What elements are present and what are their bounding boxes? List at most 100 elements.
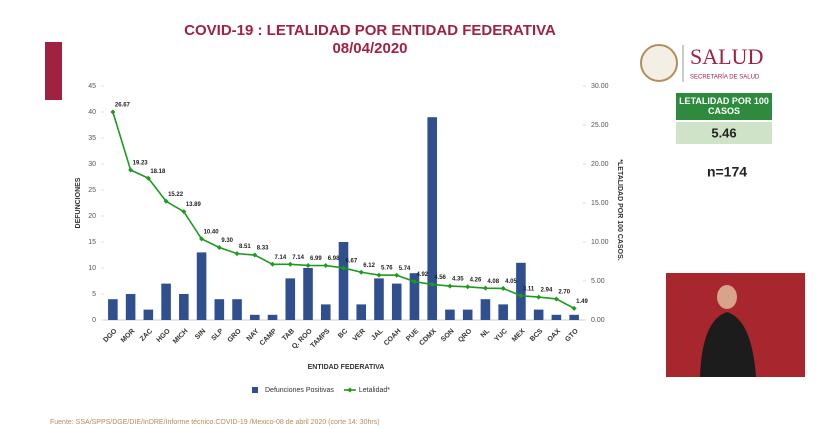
- bar: [391, 283, 402, 320]
- legend-swatch: [252, 387, 258, 393]
- y-tick-label: 5: [92, 291, 96, 298]
- x-tick-label: GRO: [227, 327, 244, 344]
- x-axis-title: ENTIDAD FEDERATIVA: [308, 364, 385, 371]
- bar: [232, 299, 242, 320]
- bar: [267, 314, 278, 320]
- x-tick-label: MEX: [511, 328, 527, 344]
- bar: [143, 309, 154, 320]
- y-tick-label: 0: [92, 317, 96, 324]
- value-label: 4.35: [452, 277, 464, 283]
- bar: [374, 278, 384, 320]
- line-marker: [411, 279, 417, 285]
- x-tick-label: NL: [480, 327, 492, 339]
- value-label: 6.98: [328, 256, 340, 262]
- x-tick-label: CAMP: [259, 328, 279, 348]
- value-label: 6.12: [363, 263, 375, 269]
- line-marker: [216, 244, 222, 250]
- value-label: 5.76: [381, 266, 393, 272]
- value-label: 9.30: [221, 238, 233, 244]
- panel-count: n=174: [707, 164, 747, 180]
- line-marker: [199, 236, 205, 242]
- bar: [320, 304, 331, 320]
- value-label: 3.11: [523, 286, 535, 292]
- y-tick-label: 30: [88, 161, 96, 168]
- value-label: 8.51: [239, 244, 251, 250]
- x-tick-label: CDMX: [418, 328, 438, 348]
- value-label: 15.22: [168, 192, 184, 198]
- y2-tick-label: 10.00: [591, 239, 609, 246]
- line-marker: [270, 261, 276, 267]
- value-label: 18.18: [150, 169, 166, 175]
- interpreter-head: [717, 285, 737, 309]
- legend-label: Defunciones Positivas: [265, 387, 334, 394]
- interpreter-body: [700, 312, 756, 377]
- bar: [445, 309, 455, 320]
- value-label: 19.23: [133, 161, 149, 167]
- bar: [250, 314, 260, 320]
- bar: [498, 304, 508, 320]
- x-tick-label: ZAC: [139, 328, 154, 343]
- legend-swatch-marker: [347, 387, 353, 393]
- legend-label: Letalidad*: [359, 387, 390, 394]
- footer-source: Fuente: SSA/SPPS/DGE/DIE/InDRE/Informe t…: [50, 419, 380, 426]
- bar: [161, 283, 171, 320]
- x-tick-label: MOR: [120, 328, 137, 345]
- value-label: 2.70: [558, 290, 570, 296]
- x-tick-label: NAY: [246, 328, 261, 343]
- bar: [427, 117, 437, 320]
- bar: [409, 273, 420, 320]
- y-tick-label: 10: [88, 265, 96, 272]
- y-tick-label: 20: [88, 213, 96, 220]
- logo-name: SALUD: [690, 44, 763, 69]
- value-label: 8.33: [257, 246, 269, 252]
- value-label: 6.67: [346, 259, 358, 265]
- y-tick-label: 35: [88, 135, 96, 142]
- bar: [533, 309, 544, 320]
- bar: [303, 268, 313, 320]
- bar: [516, 262, 526, 320]
- y2-tick-label: 30.00: [591, 83, 609, 90]
- logo-emblem: [640, 44, 678, 82]
- logo-subtitle: SECRETARÍA DE SALUD: [690, 74, 760, 81]
- line-marker: [465, 284, 471, 290]
- y-tick-label: 15: [88, 239, 96, 246]
- x-tick-label: BCS: [529, 328, 545, 344]
- line-marker: [128, 167, 134, 173]
- value-label: 7.14: [275, 255, 287, 261]
- y2-tick-label: 25.00: [591, 122, 609, 129]
- panel-label-wrap: LETALIDAD POR 100 CASOS: [679, 96, 769, 116]
- bar: [356, 304, 367, 320]
- bar: [480, 299, 491, 320]
- value-label: 13.89: [186, 202, 202, 208]
- y2-tick-label: 20.00: [591, 161, 609, 168]
- line-marker: [394, 272, 400, 278]
- x-tick-label: DGO: [102, 327, 119, 344]
- line-marker: [447, 283, 453, 289]
- bar: [285, 278, 296, 320]
- bar: [338, 242, 349, 320]
- line-marker: [341, 265, 346, 271]
- line-marker: [571, 305, 577, 311]
- value-label: 4.56: [434, 275, 446, 281]
- value-label: 10.40: [204, 229, 220, 235]
- value-label: 4.92: [416, 272, 428, 278]
- x-tick-label: YUC: [493, 328, 508, 343]
- y-tick-label: 25: [88, 187, 96, 194]
- line-marker: [482, 285, 488, 291]
- y-tick-label: 40: [88, 109, 96, 116]
- x-tick-label: TAB: [281, 328, 296, 343]
- panel-value-box: [676, 122, 772, 144]
- line-marker: [323, 263, 329, 269]
- x-tick-label: HGO: [156, 327, 173, 344]
- bar: [108, 299, 118, 320]
- x-tick-label: OAX: [546, 328, 562, 344]
- accent-bar: [45, 42, 62, 100]
- line-marker: [110, 109, 116, 115]
- y2-tick-label: 15.00: [591, 200, 609, 207]
- line-marker: [376, 272, 382, 278]
- line-marker: [553, 296, 559, 302]
- x-tick-label: VER: [352, 328, 367, 343]
- bar: [179, 294, 189, 320]
